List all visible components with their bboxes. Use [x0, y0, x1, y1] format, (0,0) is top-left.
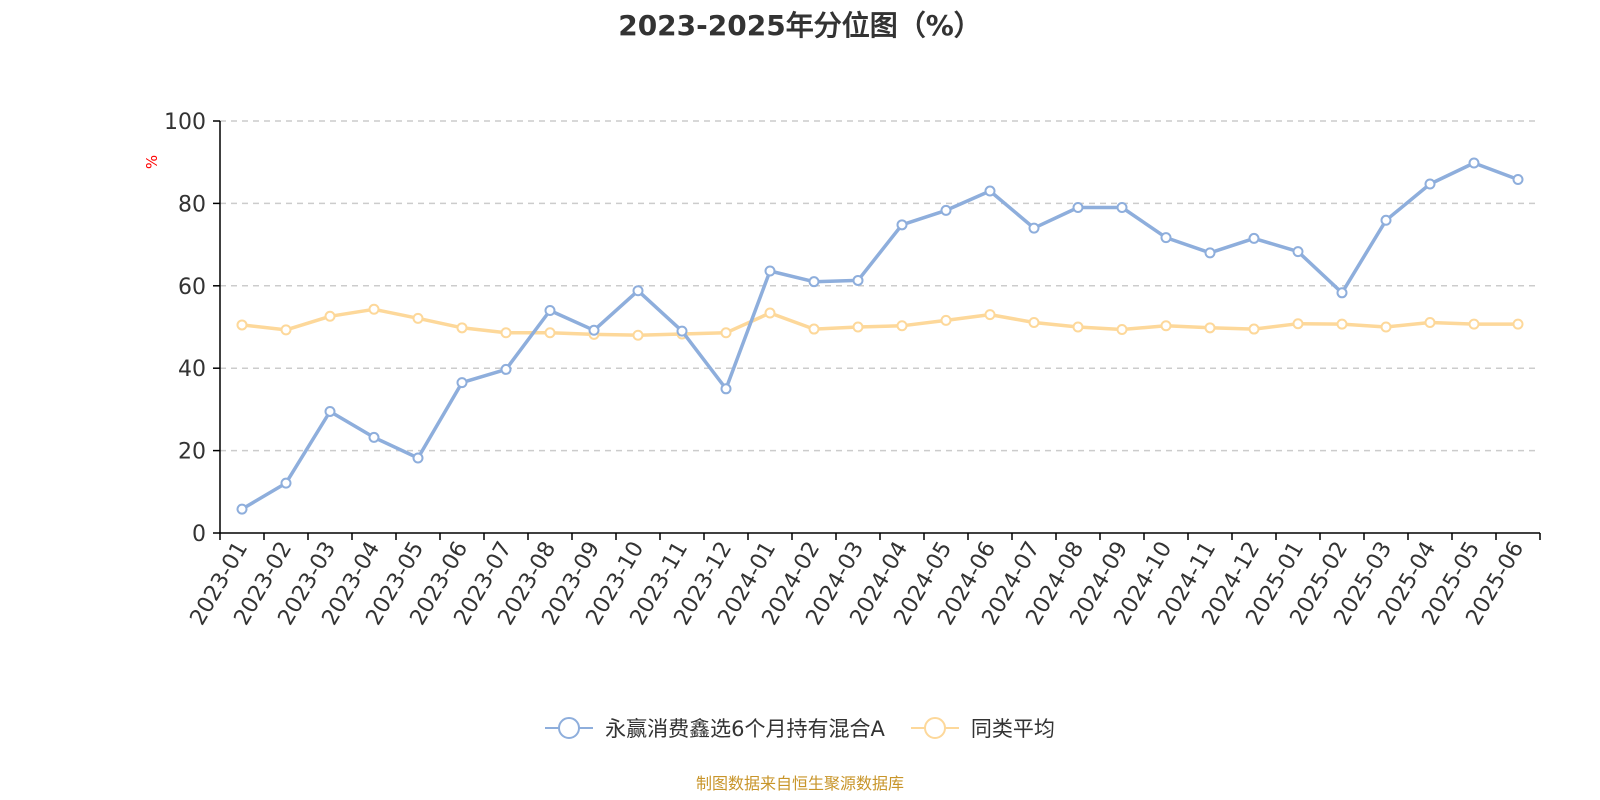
- data-point[interactable]: [236, 319, 248, 331]
- data-point[interactable]: [1028, 316, 1040, 328]
- data-point[interactable]: [852, 321, 864, 333]
- legend-label-fund: 永赢消费鑫选6个月持有混合A: [605, 717, 885, 741]
- data-point[interactable]: [1248, 232, 1260, 244]
- data-point[interactable]: [720, 383, 732, 395]
- data-point[interactable]: [324, 405, 336, 417]
- data-point[interactable]: [544, 305, 556, 317]
- data-point[interactable]: [808, 276, 820, 288]
- data-point[interactable]: [1424, 178, 1436, 190]
- data-point[interactable]: [412, 312, 424, 324]
- chart-title: 2023-2025年分位图（%）: [618, 9, 982, 42]
- data-point[interactable]: [1160, 320, 1172, 332]
- data-point[interactable]: [324, 310, 336, 322]
- data-point[interactable]: [368, 431, 380, 443]
- data-point[interactable]: [984, 309, 996, 321]
- data-point[interactable]: [1072, 321, 1084, 333]
- data-point[interactable]: [1160, 232, 1172, 244]
- legend: 永赢消费鑫选6个月持有混合A 同类平均: [0, 708, 1600, 748]
- data-point[interactable]: [852, 274, 864, 286]
- legend-swatch-fund-icon: [545, 717, 594, 739]
- data-point[interactable]: [764, 265, 776, 277]
- data-point[interactable]: [1292, 318, 1304, 330]
- data-point[interactable]: [676, 325, 688, 337]
- data-point[interactable]: [632, 329, 644, 341]
- data-point[interactable]: [1512, 318, 1524, 330]
- legend-item-average[interactable]: 同类平均: [910, 713, 1055, 743]
- data-point[interactable]: [456, 322, 468, 334]
- data-point[interactable]: [500, 363, 512, 375]
- data-point[interactable]: [1292, 246, 1304, 258]
- legend-item-fund[interactable]: 永赢消费鑫选6个月持有混合A: [545, 713, 885, 743]
- data-point[interactable]: [1028, 222, 1040, 234]
- data-point[interactable]: [1116, 323, 1128, 335]
- y-tick-label: 60: [178, 275, 206, 300]
- data-point[interactable]: [1468, 318, 1480, 330]
- data-point[interactable]: [588, 324, 600, 336]
- data-point[interactable]: [764, 307, 776, 319]
- data-point[interactable]: [280, 324, 292, 336]
- data-point[interactable]: [940, 314, 952, 326]
- series-line-0: [240, 161, 1520, 511]
- data-point[interactable]: [1336, 287, 1348, 299]
- legend-label-average: 同类平均: [970, 717, 1055, 741]
- y-axis-label: %: [143, 155, 161, 169]
- data-point[interactable]: [1424, 316, 1436, 328]
- data-point[interactable]: [1380, 214, 1392, 226]
- data-point[interactable]: [940, 204, 952, 216]
- legend-swatch-average-icon: [910, 717, 959, 739]
- data-point[interactable]: [1116, 202, 1128, 214]
- data-point[interactable]: [1336, 318, 1348, 330]
- y-tick-label: 100: [164, 110, 206, 135]
- data-point[interactable]: [1380, 321, 1392, 333]
- data-point[interactable]: [412, 452, 424, 464]
- axes: 0204060801002023-012023-022023-032023-04…: [164, 110, 1541, 630]
- data-point[interactable]: [984, 185, 996, 197]
- data-point[interactable]: [1468, 157, 1480, 169]
- data-point[interactable]: [1204, 247, 1216, 259]
- y-tick-label: 40: [178, 357, 206, 382]
- data-point[interactable]: [896, 320, 908, 332]
- series-line-1: [240, 307, 1520, 337]
- y-tick-label: 80: [178, 192, 206, 217]
- data-point[interactable]: [1072, 202, 1084, 214]
- grid-lines: [220, 120, 1540, 452]
- data-point[interactable]: [236, 503, 248, 515]
- data-point[interactable]: [456, 377, 468, 389]
- data-point[interactable]: [1248, 323, 1260, 335]
- data-point[interactable]: [500, 327, 512, 339]
- y-tick-label: 0: [192, 522, 206, 547]
- series-lines: [236, 157, 1524, 515]
- source-note: 制图数据来自恒生聚源数据库: [695, 774, 904, 793]
- data-point[interactable]: [1512, 174, 1524, 186]
- data-point[interactable]: [896, 219, 908, 231]
- data-point[interactable]: [1204, 322, 1216, 334]
- data-point[interactable]: [280, 477, 292, 489]
- data-point[interactable]: [808, 323, 820, 335]
- y-tick-label: 20: [178, 440, 206, 465]
- data-point[interactable]: [720, 327, 732, 339]
- data-point[interactable]: [544, 327, 556, 339]
- data-point[interactable]: [632, 285, 644, 297]
- data-point[interactable]: [368, 303, 380, 315]
